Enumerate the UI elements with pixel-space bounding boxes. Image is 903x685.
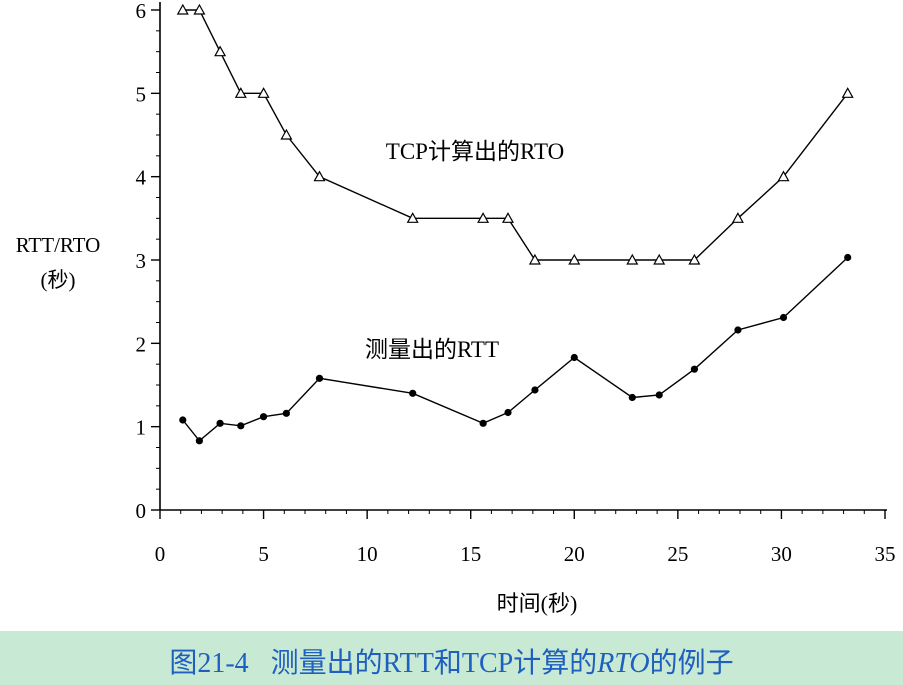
caption-bar <box>0 631 903 685</box>
rto-point <box>841 87 854 98</box>
rto-point <box>406 212 419 223</box>
rtt-point <box>315 374 324 382</box>
x-tick-label-5: 5 <box>258 542 269 566</box>
rtt-point <box>479 419 487 427</box>
y-axis-title-line2: (秒) <box>41 268 76 292</box>
rtt-point <box>734 326 742 334</box>
rto-point <box>653 253 666 265</box>
x-tick-label-30: 30 <box>771 542 792 566</box>
caption-number: 图21-4 <box>169 648 249 679</box>
series-line-1 <box>182 256 849 442</box>
rtt-point <box>216 419 224 427</box>
y-tick-label-3: 3 <box>136 249 147 273</box>
y-tick-label-6: 6 <box>136 0 147 23</box>
x-tick-label-15: 15 <box>460 542 481 566</box>
x-tick-label-25: 25 <box>667 542 688 566</box>
figure-caption: 图21-4 测量出的RTT和TCP计算的RTO的例子 <box>0 641 903 681</box>
rtt-point <box>195 437 203 445</box>
rto-point <box>176 3 189 15</box>
x-axis-title: 时间(秒) <box>497 591 578 616</box>
y-tick-label-5: 5 <box>136 82 147 106</box>
caption-text-after: 的例子 <box>649 648 734 679</box>
x-tick-label-10: 10 <box>357 542 378 566</box>
rtt-point <box>655 391 663 399</box>
series-line-0 <box>182 9 849 261</box>
rtt-point <box>531 386 539 394</box>
y-axis-title-line1: RTT/RTO <box>16 233 101 257</box>
caption-italic: RTO <box>597 648 650 679</box>
rtt-point <box>282 409 290 417</box>
rto-point <box>280 128 293 140</box>
rto-point <box>257 87 270 98</box>
rto-point <box>313 170 326 182</box>
rto-point <box>626 253 639 265</box>
tick-labels: 0 5 10 15 20 25 30 35 0 1 2 3 4 5 6 <box>136 0 896 566</box>
rtt-point <box>570 353 578 362</box>
series <box>176 3 854 445</box>
rtt-point <box>690 365 699 373</box>
x-tick-label-35: 35 <box>875 542 896 566</box>
rto-point <box>688 253 701 265</box>
rtt-point <box>779 313 788 322</box>
axes <box>159 2 887 511</box>
series-labels: TCP计算出的RTO 测量出的RTT <box>365 139 564 362</box>
rto-point <box>777 170 790 182</box>
y-tick-label-2: 2 <box>136 332 147 356</box>
rto-point <box>193 3 206 15</box>
rtt-point <box>237 422 245 430</box>
series-label-1: 测量出的RTT <box>365 337 499 362</box>
y-tick-label-4: 4 <box>136 166 147 190</box>
y-tick-label-0: 0 <box>136 499 147 523</box>
rto-point <box>501 212 515 223</box>
series-label-0: TCP计算出的RTO <box>386 139 564 164</box>
rtt-point <box>844 253 852 262</box>
rto-point <box>214 45 227 57</box>
rto-point <box>731 212 744 223</box>
rtt-point <box>179 416 187 424</box>
y-tick-label-1: 1 <box>136 416 147 440</box>
x-tick-label-0: 0 <box>155 542 166 566</box>
rto-point <box>477 212 490 223</box>
rto-point <box>528 253 541 265</box>
rto-point <box>234 87 247 98</box>
x-tick-label-20: 20 <box>564 542 585 566</box>
rtt-point <box>628 393 636 402</box>
rto-point <box>568 253 581 265</box>
ticks <box>151 9 886 519</box>
rtt-point <box>259 413 268 421</box>
rtt-point <box>504 408 512 417</box>
caption-text-before: 测量出的RTT和TCP计算的 <box>270 648 598 679</box>
rtt-point <box>409 389 417 397</box>
